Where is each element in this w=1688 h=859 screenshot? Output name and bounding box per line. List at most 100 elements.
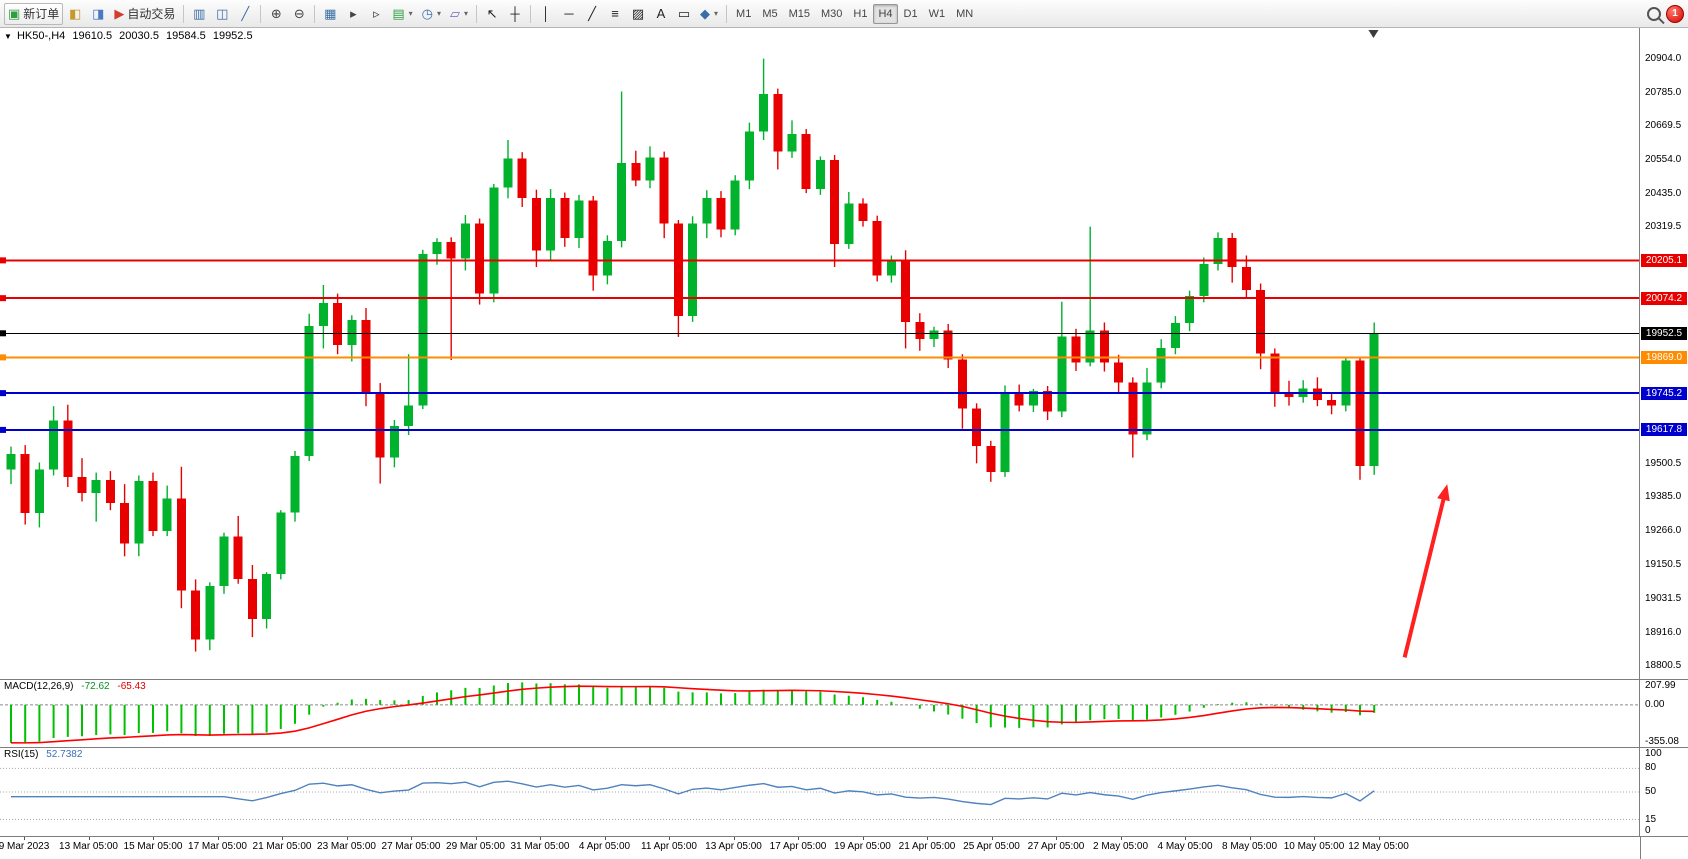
time-axis-tick — [1378, 837, 1380, 840]
price-axis-label: 20319.5 — [1645, 221, 1682, 233]
tf-m30-button[interactable]: M30 — [816, 4, 847, 24]
zoom-out-button[interactable]: ⊖ — [288, 3, 310, 25]
tf-mn-button[interactable]: MN — [951, 4, 978, 24]
fibonacci-icon: ≡ — [611, 6, 619, 21]
tf-d1-button[interactable]: D1 — [899, 4, 923, 24]
price-axis-label: 20669.5 — [1645, 120, 1682, 132]
chart-window: ▼ HK50-,H4 19610.5 20030.5 19584.5 19952… — [0, 28, 1688, 859]
symbol-period-label: HK50-,H4 — [16, 30, 66, 42]
price-level-badge: 20205.1 — [1641, 253, 1687, 267]
search-button[interactable] — [1643, 3, 1665, 25]
trendline-button[interactable]: ╱ — [581, 3, 603, 25]
notification-badge[interactable]: 1 — [1666, 4, 1684, 23]
toolbar-separator — [476, 4, 478, 23]
macd-plot[interactable]: MACD(12,26,9) -72.62 -65.43 — [0, 680, 1640, 747]
toolbar: ▣ 新订单 ◧ ◨ ▶ 自动交易 ▥ ◫ ╱ ⊕ ⊖ ▦ ▸ ▹ ▤ ▾ ◷ ▾ ▱ ▾ ↖ ┼ │ ─ ╱ ≡ ▨ A ▭ ◆ ▾ M1 M5… — [0, 0, 1688, 28]
time-axis-label: 21 Mar 05:00 — [252, 841, 312, 852]
time-axis-label: 13 Mar 05:00 — [59, 841, 118, 852]
macd-label: MACD(12,26,9) -72.62 -65.43 — [4, 681, 151, 692]
zoom-out-icon: ⊖ — [293, 6, 305, 21]
tf-mn-button-label: MN — [956, 7, 974, 20]
templates-button[interactable]: ▱ ▾ — [446, 3, 472, 25]
rsi-axis[interactable]: 100 80 50 15 0 — [1641, 748, 1688, 836]
new-order-button[interactable]: ▣ 新订单 — [4, 2, 64, 25]
time-axis-tick — [217, 837, 219, 840]
macd-main-value: -72.62 — [81, 681, 110, 692]
tf-m5-button[interactable]: M5 — [757, 4, 782, 24]
toolbar-separator — [314, 4, 316, 23]
chart-shift-button[interactable]: ▹ — [365, 3, 387, 25]
time-axis-label: 25 Apr 05:00 — [963, 841, 1020, 852]
time-axis-tick — [346, 837, 348, 840]
macd-axis[interactable]: 207.99 0.00 -355.08 — [1641, 680, 1688, 747]
tf-w1-button-label: W1 — [928, 7, 946, 20]
time-axis-label: 8 May 05:00 — [1221, 841, 1278, 852]
shapes-button[interactable]: ◆ ▾ — [696, 3, 722, 25]
vertical-line-button[interactable]: │ — [535, 3, 557, 25]
macd-panel: MACD(12,26,9) -72.62 -65.43 207.99 0.00 -3… — [0, 680, 1688, 748]
autotrading-button[interactable]: ▶ 自动交易 — [110, 3, 179, 25]
time-axis-label: 17 Mar 05:00 — [188, 841, 247, 852]
time-axis-label: 4 Apr 05:00 — [578, 841, 631, 852]
chevron-down-icon: ▾ — [436, 9, 441, 18]
time-axis-tick — [282, 837, 283, 840]
tf-h4-button[interactable]: H4 — [873, 3, 898, 24]
main-chart-panel: ▼ HK50-,H4 19610.5 20030.5 19584.5 19952… — [0, 28, 1688, 680]
crosshair-button[interactable]: ┼ — [504, 3, 526, 25]
time-axis-tick — [669, 837, 670, 840]
clock-icon: ◷ — [421, 6, 433, 21]
horizontal-line-button[interactable]: ─ — [558, 3, 580, 25]
trend-arrow-annotation[interactable] — [1402, 484, 1450, 658]
price-axis-label: 20785.0 — [1645, 86, 1682, 98]
price-axis-label: 19150.5 — [1645, 558, 1682, 570]
tf-w1-button[interactable]: W1 — [924, 4, 951, 24]
auto-scroll-button[interactable]: ▸ — [342, 3, 364, 25]
new-order-icon: ▣ — [8, 6, 21, 21]
fibonacci-button[interactable]: ≡ — [604, 3, 626, 25]
time-axis-tick — [153, 837, 154, 840]
data-window-button[interactable]: ◨ — [87, 3, 109, 25]
toolbar-separator — [726, 4, 728, 23]
chart-title: ▼ HK50-,H4 19610.5 20030.5 19584.5 19952… — [4, 30, 257, 42]
time-axis[interactable]: 9 Mar 2023 13 Mar 05:00 15 Mar 05:00 17 Mar… — [0, 837, 1641, 859]
time-axis-label: 31 Mar 05:00 — [510, 841, 570, 852]
bar-chart-button[interactable]: ▥ — [188, 3, 210, 25]
cursor-button[interactable]: ↖ — [481, 3, 503, 25]
new-chart-button[interactable]: ▤ ▾ — [388, 3, 416, 25]
candlestick-chart-button[interactable]: ◫ — [211, 3, 233, 25]
rsi-axis-label: 0 — [1645, 825, 1651, 836]
tf-d1-button-label: D1 — [903, 7, 918, 20]
periods-button[interactable]: ◷ ▾ — [418, 3, 445, 25]
chevron-down-icon: ▾ — [408, 9, 413, 18]
time-axis-label: 27 Apr 05:00 — [1027, 841, 1085, 852]
autotrading-play-icon: ▶ — [114, 6, 125, 21]
high-value: 20030.5 — [119, 30, 159, 42]
market-watch-icon: ◧ — [69, 6, 82, 21]
open-value: 19610.5 — [72, 30, 113, 42]
vertical-line-icon: │ — [541, 6, 551, 21]
tf-m1-button[interactable]: M1 — [731, 4, 756, 24]
price-axis-label: 19500.5 — [1645, 457, 1682, 469]
crosshair-icon: ┼ — [510, 6, 520, 21]
price-axis-label: 20554.0 — [1645, 153, 1682, 165]
text-label-button[interactable]: ▭ — [673, 3, 695, 25]
price-axis[interactable]: 20904.0 20785.0 20669.5 20554.0 20435.0 20319… — [1641, 28, 1688, 679]
channel-button[interactable]: ▨ — [627, 3, 649, 25]
text-button[interactable]: A — [650, 3, 672, 25]
templates-icon: ▱ — [450, 6, 460, 21]
tf-m15-button[interactable]: M15 — [784, 4, 815, 24]
main-plot[interactable]: ▼ HK50-,H4 19610.5 20030.5 19584.5 19952… — [0, 28, 1640, 679]
price-axis-label: 19385.0 — [1645, 491, 1682, 503]
tile-windows-icon: ▦ — [324, 6, 337, 21]
zoom-in-button[interactable]: ⊕ — [265, 3, 287, 25]
rsi-plot[interactable]: RSI(15) 52.7382 — [0, 748, 1640, 836]
time-axis-tick — [604, 837, 606, 840]
tile-windows-button[interactable]: ▦ — [319, 3, 341, 25]
price-level-badge: 19869.0 — [1641, 350, 1687, 364]
time-axis-label: 29 Mar 05:00 — [446, 841, 505, 852]
chart-collapse-icon[interactable]: ▼ — [4, 32, 12, 41]
price-axis-label: 18800.5 — [1645, 659, 1682, 671]
market-watch-button[interactable]: ◧ — [64, 3, 86, 25]
tf-h1-button[interactable]: H1 — [848, 4, 872, 24]
line-chart-button[interactable]: ╱ — [234, 3, 256, 25]
